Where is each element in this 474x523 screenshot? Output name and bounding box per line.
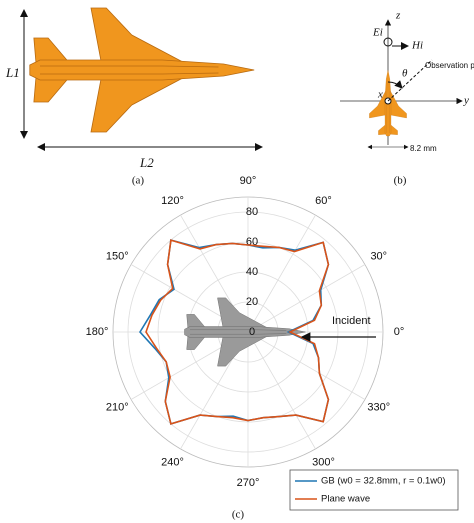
width-label: 8.2 mm: [410, 144, 437, 153]
radial-tick-label: 0: [249, 326, 255, 338]
angle-label: 90°: [240, 175, 257, 187]
angle-label: 150°: [106, 250, 129, 262]
aircraft-top-view: [29, 7, 255, 133]
angle-label: 60°: [315, 195, 332, 207]
angle-label: 30°: [370, 250, 387, 262]
legend-box: [289, 469, 459, 511]
e-field-symbol: [383, 37, 393, 47]
theta-arc: [387, 80, 403, 89]
radial-tick-label: 20: [246, 296, 258, 308]
legend-label: Plane wave: [321, 494, 370, 505]
grid-spoke: [247, 264, 366, 333]
observation-label: Observation point: [425, 61, 474, 70]
polar-chart: 0° 30° 60° 90° 120° 150° 180° 210° 240° 270° 300° 3…: [86, 175, 459, 511]
radial-tick-label: 40: [246, 266, 258, 278]
angle-label: 270°: [237, 477, 260, 489]
angle-label: 180°: [86, 326, 109, 338]
height-label: L1: [5, 65, 20, 80]
h-label: Hi: [411, 40, 423, 52]
grid-spoke: [247, 331, 366, 400]
angle-label: 210°: [106, 401, 129, 413]
x-label: x: [377, 89, 383, 101]
caption: (c): [232, 509, 245, 521]
length-label: L2: [139, 155, 154, 170]
caption: (b): [394, 175, 407, 187]
angle-label: 0°: [394, 326, 405, 338]
legend-label: GB (w0 = 32.8mm, r = 0.1w0): [321, 476, 446, 487]
angle-label: 330°: [367, 401, 390, 413]
series-line: [145, 239, 330, 425]
grid-spoke: [247, 331, 316, 450]
annotation: Incident: [332, 315, 371, 327]
caption: (a): [132, 175, 145, 187]
radial-tick-label: 80: [246, 206, 258, 218]
angle-label: 240°: [161, 457, 184, 469]
observation-line: [387, 59, 433, 102]
e-label: Ei: [372, 27, 383, 39]
grid-spoke: [247, 214, 316, 333]
theta-label: θ: [402, 68, 408, 80]
z-label: z: [395, 10, 401, 22]
angle-label: 300°: [312, 457, 335, 469]
angle-label: 120°: [161, 195, 184, 207]
y-label: y: [463, 95, 469, 107]
